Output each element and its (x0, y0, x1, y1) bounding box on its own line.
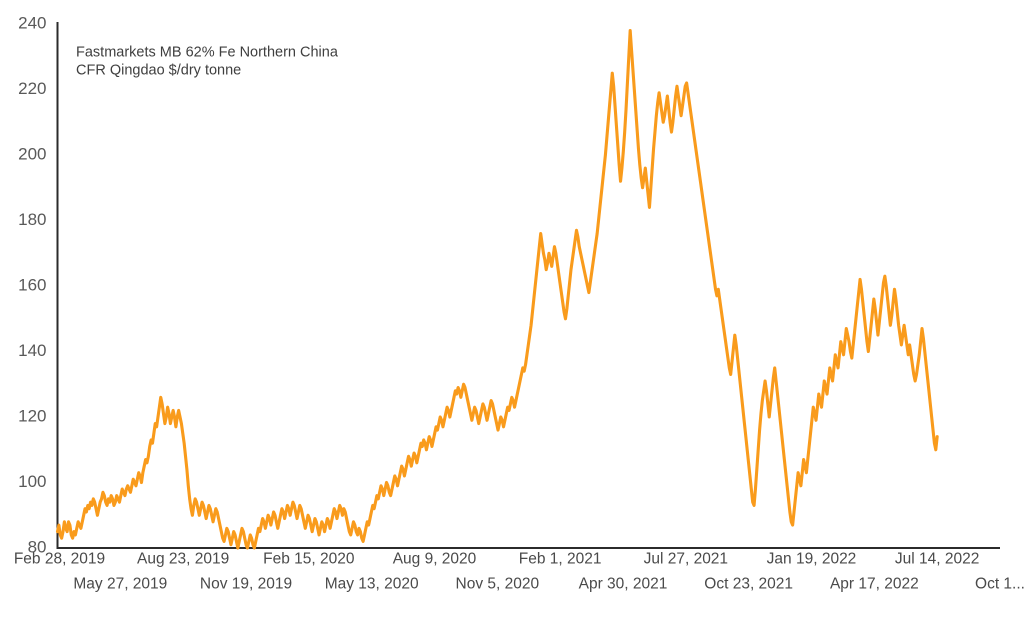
x-axis-tick-labels: Feb 28, 2019 May 27, 2019 Aug 23, 2019 Nov … (14, 550, 1024, 592)
x-tick-label: May 27, 2019 (73, 575, 167, 592)
y-tick-label: 120 (18, 406, 46, 425)
y-tick-label: 80 (28, 537, 47, 556)
x-tick-label: Jan 19, 2022 (767, 550, 857, 567)
x-tick-label: Jul 27, 2021 (644, 550, 728, 567)
y-axis-tick-labels: 80 100 120 140 160 180 200 220 240 (18, 13, 46, 556)
x-tick-label: Aug 23, 2019 (137, 550, 229, 567)
series-annotation-line-1: Fastmarkets MB 62% Fe Northern China (76, 45, 339, 61)
x-tick-label: Nov 5, 2020 (456, 575, 540, 592)
chart-axes (56, 22, 1000, 549)
x-tick-label: Feb 15, 2020 (263, 550, 355, 567)
x-tick-label: Oct 23, 2021 (704, 575, 793, 592)
x-tick-label: Jul 14, 2022 (895, 550, 979, 567)
y-tick-label: 160 (18, 275, 46, 294)
y-tick-label: 200 (18, 144, 46, 163)
y-tick-label: 240 (18, 13, 46, 32)
y-tick-label: 100 (18, 472, 46, 491)
x-tick-label: Oct 1... (975, 575, 1024, 592)
x-tick-label: Feb 28, 2019 (14, 550, 105, 567)
x-tick-label: Nov 19, 2019 (200, 575, 292, 592)
x-tick-label: Feb 1, 2021 (519, 550, 602, 567)
series-annotation-line-2: CFR Qingdao $/dry tonne (76, 63, 241, 79)
y-tick-label: 140 (18, 341, 46, 360)
x-tick-label: Apr 17, 2022 (830, 575, 919, 592)
x-tick-label: May 13, 2020 (325, 575, 419, 592)
y-tick-label: 220 (18, 79, 46, 98)
x-tick-label: Apr 30, 2021 (579, 575, 668, 592)
y-tick-label: 180 (18, 210, 46, 229)
price-series-line (55, 29, 939, 550)
x-tick-label: Aug 9, 2020 (393, 550, 477, 567)
